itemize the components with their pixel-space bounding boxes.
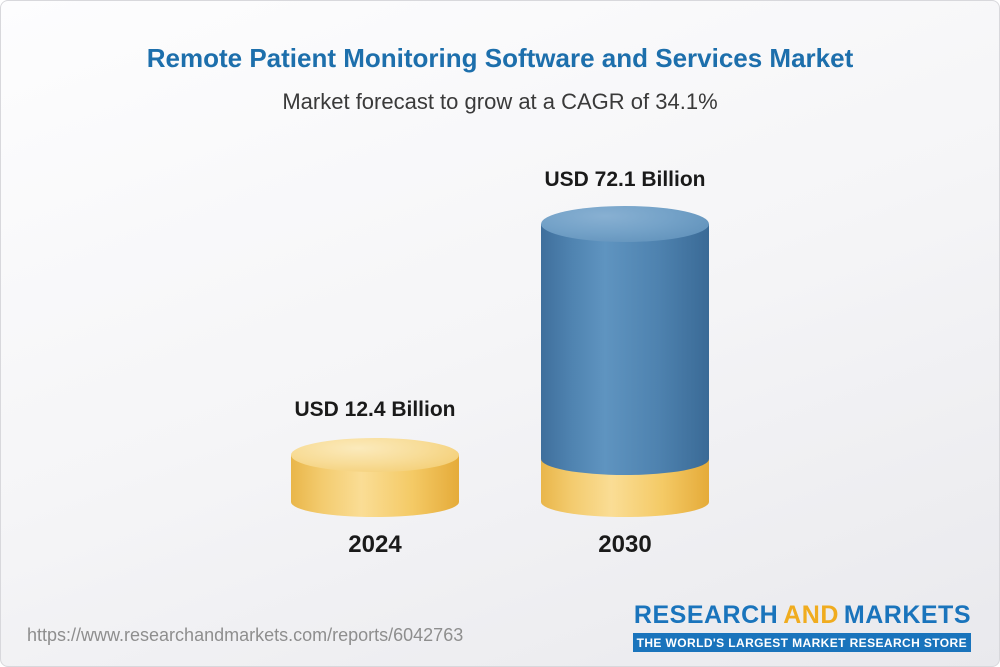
logo-wordmark: RESEARCH AND MARKETS xyxy=(633,601,971,630)
report-url-link[interactable]: https://www.researchandmarkets.com/repor… xyxy=(27,625,464,645)
bar-2024-category-label: 2024 xyxy=(348,531,402,558)
bar-2024-value-label: USD 12.4 Billion xyxy=(294,398,456,421)
logo-tagline: THE WORLD'S LARGEST MARKET RESEARCH STOR… xyxy=(632,633,971,652)
researchandmarkets-logo: RESEARCH AND MARKETS THE WORLD'S LARGEST M… xyxy=(632,601,971,652)
bar-2030-cylinder xyxy=(541,206,709,517)
bar-2024-cylinder xyxy=(291,438,459,517)
bar-2030-category-label: 2030 xyxy=(598,531,652,558)
logo-word-markets: MARKETS xyxy=(843,601,971,629)
bar-2030-cylinder-top-face xyxy=(541,206,709,242)
logo-word-research: RESEARCH xyxy=(633,601,779,629)
chart-title: Remote Patient Monitoring Software and S… xyxy=(146,43,854,73)
bar-2030-value-label: USD 72.1 Billion xyxy=(544,168,706,191)
bar-2024-cylinder-top-face xyxy=(291,438,459,472)
chart-subtitle: Market forecast to grow at a CAGR of 34.… xyxy=(282,89,718,114)
bar-2030-cylinder-body xyxy=(541,224,709,475)
logo-word-and: AND xyxy=(783,601,839,629)
